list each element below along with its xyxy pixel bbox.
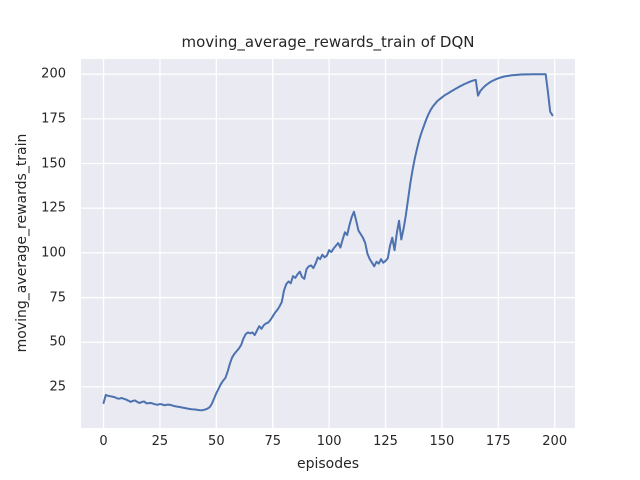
x-tick-label: 75	[264, 434, 282, 449]
y-tick-label: 150	[41, 156, 66, 172]
x-tick-label: 125	[373, 434, 398, 449]
y-tick-labels: 25 50 75 100 125 150 175 200	[28, 59, 66, 428]
y-tick-label: 175	[41, 111, 66, 127]
x-tick-label: 100	[316, 434, 342, 449]
x-tick-label: 25	[151, 434, 169, 449]
y-tick-label: 100	[41, 245, 66, 261]
y-tick-label: 50	[49, 334, 66, 350]
grid-lines	[81, 59, 575, 428]
x-axis-label: episodes	[296, 456, 360, 472]
x-tick-labels: 0 25 50 75 100 125 150 175 200	[81, 434, 575, 452]
reward-line	[102, 73, 554, 412]
x-tick-label: 0	[99, 434, 108, 449]
x-tick-label: 175	[485, 434, 511, 449]
y-tick-label: 125	[41, 200, 66, 216]
chart-svg	[81, 59, 575, 428]
y-tick-label: 75	[49, 290, 66, 306]
x-tick-label: 150	[429, 434, 455, 449]
plot-area	[81, 59, 575, 428]
x-tick-label: 50	[208, 434, 225, 449]
y-tick-label: 200	[41, 66, 66, 82]
y-tick-label: 25	[49, 379, 66, 395]
x-tick-label: 200	[542, 434, 568, 449]
chart-title: moving_average_rewards_train of DQN	[181, 33, 475, 51]
